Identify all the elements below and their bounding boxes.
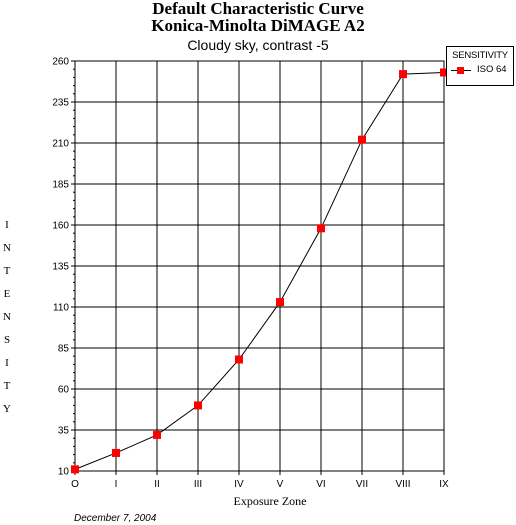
plot-frame — [74, 60, 445, 472]
legend-marker-square — [457, 67, 464, 74]
data-point-marker — [358, 135, 366, 144]
x-axis-label: Exposure Zone — [233, 494, 307, 508]
x-tick-label: I — [115, 479, 118, 490]
x-tick-label: VIII — [395, 479, 410, 490]
y-tick-label: 35 — [58, 426, 70, 437]
y-axis-label: I N T E N S I T Y — [3, 219, 11, 415]
x-tick-label: V — [277, 479, 284, 490]
x-tick-label: O — [71, 479, 79, 490]
data-point-marker — [317, 224, 325, 233]
y-tick-label: 135 — [52, 262, 69, 273]
footer-date: December 7, 2004 — [74, 513, 157, 524]
legend-entry: ISO 64 — [447, 63, 513, 77]
chart-title-line-2: Konica-Minolta DiMAGE A2 — [151, 16, 365, 35]
chart-title-line-1: Default Characteristic Curve — [152, 0, 364, 18]
data-point-marker — [112, 448, 120, 457]
y-tick-label: 160 — [52, 221, 69, 232]
y-tick-label: 10 — [58, 467, 70, 478]
y-tick-label: 60 — [58, 385, 70, 396]
data-point-marker — [153, 430, 161, 439]
x-tick-label: II — [154, 479, 160, 490]
data-point-marker — [440, 68, 448, 77]
y-tick-label: 185 — [52, 180, 69, 191]
chart-subtitle: Cloudy sky, contrast -5 — [187, 37, 329, 53]
legend: SENSITIVITY ISO 64 — [446, 46, 514, 86]
x-tick-label: IX — [439, 479, 449, 490]
series-line — [74, 71, 445, 470]
y-tick-label: 210 — [52, 139, 69, 150]
data-point-marker — [194, 401, 202, 410]
x-tick-label: VI — [316, 479, 325, 490]
x-tick-label: VII — [356, 479, 368, 490]
y-tick-label: 110 — [53, 303, 69, 314]
data-point-marker — [235, 355, 243, 364]
legend-series-name: ISO 64 — [477, 64, 507, 75]
data-point-marker — [276, 298, 284, 307]
data-point-marker — [399, 70, 407, 79]
x-tick-label: IV — [234, 479, 244, 490]
y-tick-label: 235 — [52, 98, 69, 109]
data-point-marker — [71, 465, 79, 474]
y-tick-label: 260 — [52, 57, 69, 68]
y-tick-label: 85 — [58, 344, 70, 355]
legend-title: SENSITIVITY — [452, 50, 508, 61]
x-tick-label: III — [194, 479, 202, 490]
